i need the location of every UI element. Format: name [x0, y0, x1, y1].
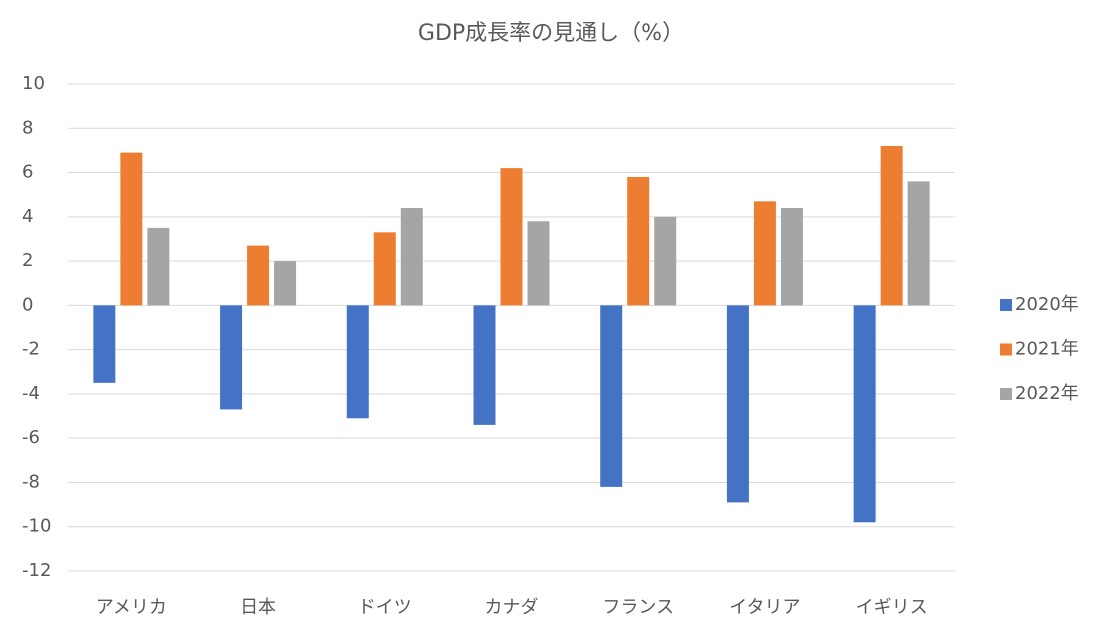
legend-label: 2022年	[1015, 383, 1079, 404]
x-tick-label: 日本	[240, 597, 276, 618]
legend-swatch	[1000, 299, 1012, 311]
bar	[880, 145, 903, 306]
y-tick-label: -6	[22, 427, 40, 448]
y-tick-label: -4	[22, 383, 40, 404]
y-tick-label: 2	[22, 250, 33, 271]
bar	[147, 227, 170, 306]
x-tick-label: イギリス	[856, 597, 928, 618]
y-tick-label: -10	[22, 516, 51, 537]
bar	[853, 305, 876, 523]
bar	[600, 305, 623, 487]
bar	[500, 168, 523, 306]
bar	[220, 305, 243, 410]
y-tick-label: 0	[22, 294, 33, 315]
y-tick-label: 4	[22, 206, 33, 227]
bar	[120, 152, 143, 306]
x-tick-label: アメリカ	[96, 597, 167, 618]
bar	[400, 207, 423, 306]
x-tick-label: ドイツ	[358, 597, 412, 618]
bar	[654, 216, 677, 306]
y-tick-label: 6	[22, 162, 33, 183]
y-tick-label: -8	[22, 471, 40, 492]
chart-title: GDP成長率の見通し（%）	[418, 21, 684, 46]
bar	[527, 221, 550, 306]
bar	[627, 176, 650, 306]
bar	[247, 245, 270, 306]
y-tick-label: 10	[22, 73, 45, 94]
x-tick-label: イタリア	[729, 597, 800, 618]
legend-label: 2021年	[1015, 339, 1079, 360]
bar	[274, 261, 297, 306]
bar	[346, 305, 369, 419]
y-tick-label: -2	[22, 339, 40, 360]
x-tick-label: カナダ	[485, 597, 539, 618]
bar	[93, 305, 116, 383]
bar	[726, 305, 749, 503]
x-tick-label: フランス	[602, 597, 674, 618]
y-tick-label: 8	[22, 117, 33, 138]
bar	[373, 232, 396, 306]
bar	[780, 207, 803, 306]
legend-swatch	[1000, 388, 1012, 400]
bar	[473, 305, 496, 425]
y-tick-label: -12	[22, 560, 51, 581]
legend-label: 2020年	[1015, 294, 1079, 315]
bar	[907, 181, 930, 306]
bar	[753, 201, 776, 306]
legend-swatch	[1000, 343, 1012, 356]
